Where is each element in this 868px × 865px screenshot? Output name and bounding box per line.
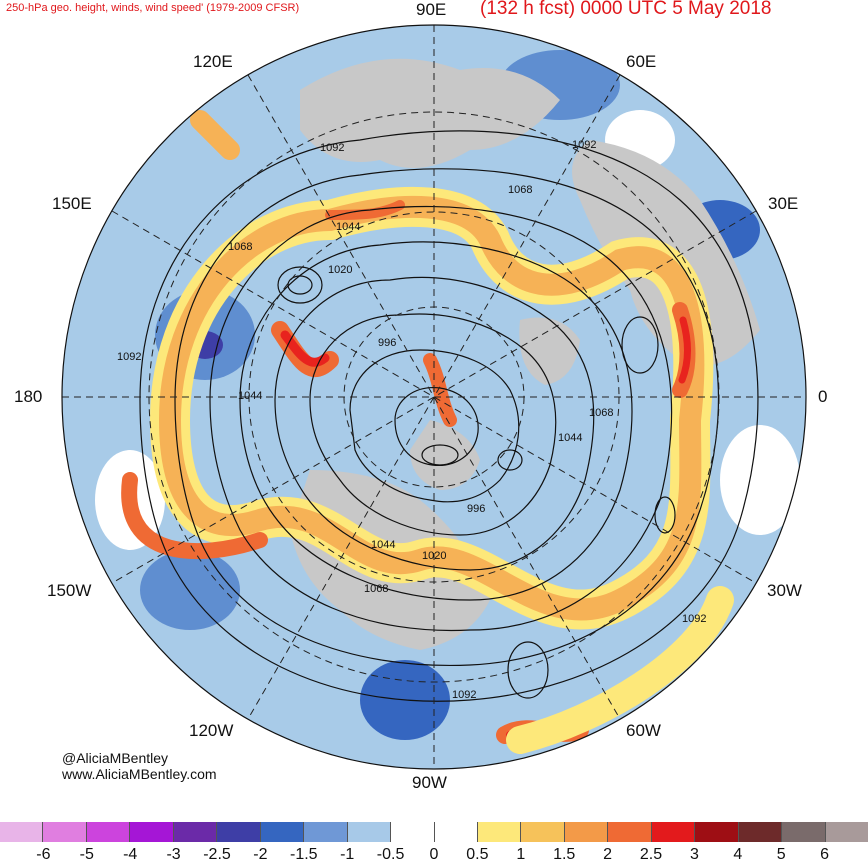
forecast-time: (132 h fcst) 0000 UTC 5 May 2018 — [480, 0, 772, 19]
lon-label-150e: 150E — [52, 194, 92, 213]
graticule — [62, 25, 806, 769]
colorbar-swatch — [434, 822, 478, 842]
lon-label-0: 0 — [818, 387, 828, 406]
colorbar-swatch — [564, 822, 609, 842]
lon-label-90e: 90E — [416, 0, 447, 19]
contour-label: 1068 — [364, 583, 388, 595]
colorbar-swatch — [391, 822, 435, 842]
contour-label: 1020 — [422, 550, 446, 562]
contour-label: 1092 — [320, 142, 344, 154]
map-border — [61, 24, 807, 770]
contour-label: 1068 — [508, 184, 532, 196]
colorbar-tick-label: -2.5 — [203, 846, 231, 863]
contour-label: 1044 — [336, 221, 360, 233]
contour-label: 1092 — [452, 689, 476, 701]
colorbar-tick-label: 0 — [429, 846, 439, 863]
colorbar-swatch — [825, 822, 868, 842]
colorbar-tick-label: -3 — [166, 846, 181, 863]
lon-label-180: 180 — [14, 387, 43, 406]
jet-stream-band — [121, 110, 734, 754]
contour-label: 996 — [467, 503, 485, 515]
colorbar-swatch — [86, 822, 131, 842]
colorbar-tick-label: 1 — [516, 846, 526, 863]
chart-title: 250-hPa geo. height, winds, wind speed' … — [6, 2, 300, 14]
contour-labels: 1092 1092 1068 1044 1020 996 1092 1044 1… — [117, 139, 706, 701]
colorbar-tick-label: -0.5 — [376, 846, 405, 863]
colorbar-tick-label: 1.5 — [553, 846, 576, 863]
lon-label-30w: 30W — [767, 581, 802, 600]
colorbar-swatch — [608, 822, 652, 842]
colorbar-tick-label: -1 — [340, 846, 355, 863]
contour-label: 1068 — [589, 407, 613, 419]
colorbar-swatch — [260, 822, 305, 842]
contour-label: 1092 — [682, 613, 706, 625]
colorbar — [0, 822, 868, 842]
colorbar-ticks: -6 -5 -4 -3 -2.5 -2 -1.5 -1 -0.5 0 0.5 1 1.5 2 2.5 3 4 5 6 — [0, 846, 868, 865]
lon-label-120w: 120W — [189, 721, 234, 740]
colorbar-tick-label: 4 — [733, 846, 743, 863]
contour-label: 1044 — [371, 539, 395, 551]
contour-label: 1068 — [228, 241, 252, 253]
lon-label-60w: 60W — [626, 721, 661, 740]
contour-label: 1020 — [328, 264, 352, 276]
lon-label-60e: 60E — [626, 52, 657, 71]
lon-label-90w: 90W — [412, 773, 447, 792]
colorbar-tick-label: -4 — [123, 846, 138, 863]
colorbar-tick-label: 6 — [820, 846, 830, 863]
colorbar-tick-label: 5 — [776, 846, 786, 863]
height-contours — [139, 130, 759, 702]
colorbar-swatch — [0, 822, 44, 842]
lon-label-150w: 150W — [47, 581, 92, 600]
colorbar-swatch — [43, 822, 87, 842]
colorbar-tick-label: 2 — [603, 846, 613, 863]
colorbar-tick-label: 2.5 — [639, 846, 663, 863]
map-disk — [62, 25, 806, 769]
colorbar-tick-label: -6 — [36, 846, 51, 863]
author-handle: @AliciaMBentley — [62, 750, 169, 766]
colorbar-swatch — [173, 822, 218, 842]
colorbar-swatch — [130, 822, 174, 842]
colorbar-tick-label: -5 — [79, 846, 94, 863]
colorbar-tick-label: 3 — [689, 846, 699, 863]
colorbar-swatch — [217, 822, 261, 842]
colorbar-tick-label: -2 — [253, 846, 268, 863]
colorbar-tick-label: -1.5 — [290, 846, 318, 863]
colorbar-swatch — [651, 822, 696, 842]
author-website: www.AliciaMBentley.com — [62, 766, 217, 782]
contour-label: 1044 — [238, 390, 262, 402]
contour-label: 996 — [378, 337, 396, 349]
lon-label-30e: 30E — [768, 194, 799, 213]
contour-label: 1092 — [572, 139, 596, 151]
contour-label: 1044 — [558, 432, 582, 444]
colorbar-swatch — [695, 822, 739, 842]
colorbar-tick-label: 0.5 — [466, 846, 489, 863]
colorbar-swatch — [521, 822, 565, 842]
lon-label-120e: 120E — [193, 52, 233, 71]
colorbar-swatch — [738, 822, 783, 842]
contour-label: 1092 — [117, 351, 141, 363]
colorbar-swatch — [304, 822, 348, 842]
colorbar-swatch — [477, 822, 522, 842]
colorbar-swatch — [782, 822, 826, 842]
colorbar-swatch — [347, 822, 392, 842]
